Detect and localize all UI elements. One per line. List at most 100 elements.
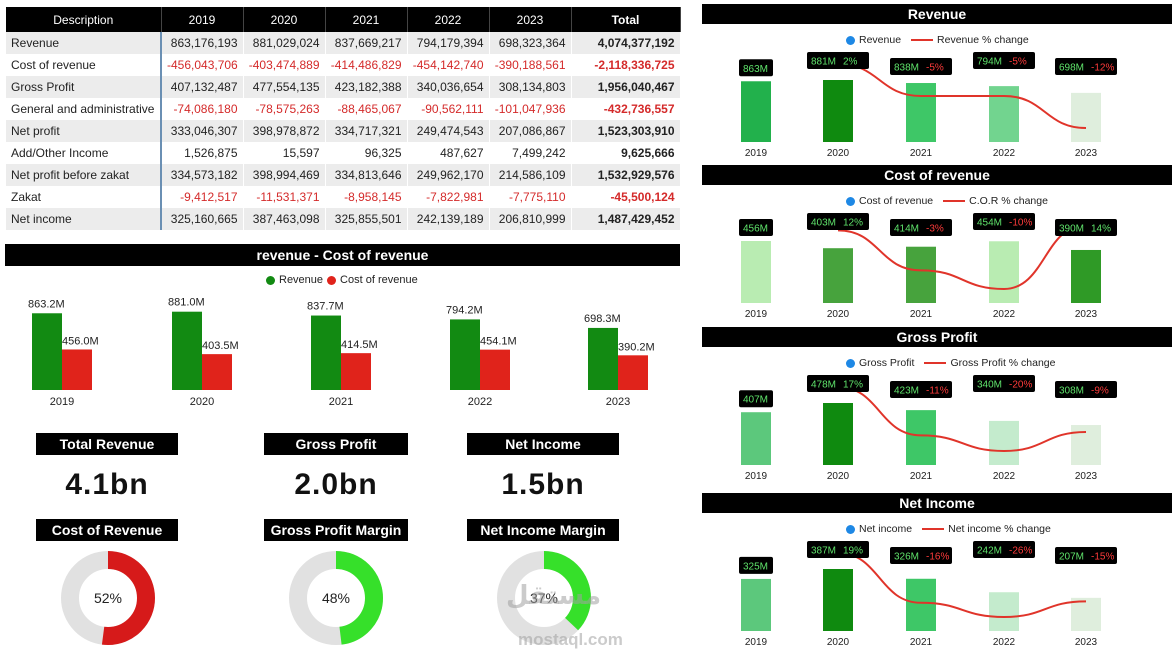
table-cell: 7,499,242 [489, 142, 572, 164]
table-cell: 249,962,170 [407, 164, 490, 186]
row-total: -2,118,336,725 [571, 54, 681, 76]
panel-bar [823, 80, 853, 142]
pct-change-text: 2% [843, 57, 858, 68]
panel-bar [989, 86, 1019, 142]
value-label-box [1055, 547, 1117, 564]
panel-value-label: 326M -16% [890, 547, 952, 564]
revenue-bar-label: 698.3M [584, 313, 621, 325]
legend-bar-label: Revenue [859, 34, 902, 46]
cost-bar [480, 349, 510, 390]
row-total: 1,487,429,452 [571, 208, 681, 230]
table-header-cell: 2023 [489, 7, 572, 32]
bar-value-text: 698M [1059, 63, 1084, 74]
pct-change-text: -10% [1009, 218, 1032, 229]
row-total: 1,532,929,576 [571, 164, 681, 186]
bar-value-text: 325M [743, 561, 768, 572]
panel-value-label: 698M -12% [1055, 58, 1117, 75]
panel-legend: Gross Profit Gross Profit % change [846, 357, 1055, 369]
revenue-bar-label: 881.0M [168, 297, 205, 309]
legend-bar-swatch [846, 358, 855, 368]
panel-value-label: 407M [739, 390, 773, 408]
table-cell: -101,047,936 [489, 98, 572, 120]
x-tick-label: 2022 [993, 148, 1016, 159]
table-row: Gross Profit 407,132,487 477,554,135 423,18… [6, 76, 681, 98]
bar-value-text: 456M [743, 224, 768, 235]
value-label-box [739, 219, 773, 236]
panel-title: Revenue [702, 4, 1172, 24]
table-cell: 398,978,872 [243, 120, 326, 142]
panel-bar [741, 578, 771, 631]
table-cell: 206,810,999 [489, 208, 572, 230]
pct-change-line [837, 63, 1087, 129]
pct-change-line [837, 386, 1087, 453]
legend-bar-label: Cost of revenue [859, 195, 934, 207]
x-tick-label: 2023 [606, 396, 630, 408]
panel-bar [741, 81, 771, 142]
panel-bar [1071, 597, 1101, 631]
table-cell: -456,043,706 [161, 54, 244, 76]
pct-change-text: -12% [1091, 63, 1114, 74]
bar-value-text: 308M [1059, 386, 1084, 397]
bar-value-text: 403M [811, 218, 836, 229]
table-cell: 334,717,321 [325, 120, 408, 142]
table-cell: -90,562,111 [407, 98, 490, 120]
row-total: 1,956,040,467 [571, 76, 681, 98]
bar-value-text: 242M [977, 546, 1002, 557]
revenue-bar [32, 313, 62, 390]
table-cell: 96,325 [325, 142, 408, 164]
bar-value-text: 423M [894, 386, 919, 397]
row-label: General and administrative [6, 98, 162, 120]
value-label-box [890, 547, 952, 564]
legend-line-label: C.O.R % change [969, 195, 1048, 207]
legend-bar-swatch [846, 196, 855, 206]
legend-bar-swatch [846, 35, 855, 45]
revenue-bar-label: 837.7M [307, 301, 344, 313]
watermark-latin: mostaql.com [518, 630, 623, 649]
panel-bar [741, 241, 771, 303]
panel-title: Net Income [702, 493, 1172, 513]
bar-value-text: 340M [977, 380, 1002, 391]
panel-value-label: 414M -3% [890, 219, 952, 236]
x-tick-label: 2022 [993, 309, 1016, 320]
panel-bar [989, 241, 1019, 303]
table-header-cell: 2020 [243, 7, 326, 32]
table-cell: 15,597 [243, 142, 326, 164]
kpi-total-revenue-title: Total Revenue [36, 433, 178, 455]
table-cell: -9,412,517 [161, 186, 244, 208]
value-label-box [739, 556, 773, 574]
panel-bar-line-chart: 2019 2020 2021 2022 2023 407M 478M 17% 423M -11% 3… [739, 375, 1117, 482]
kpi-total-revenue-value: 4.1bn [65, 468, 149, 501]
x-tick-label: 2020 [827, 148, 850, 159]
legend-line-label: Gross Profit % change [950, 357, 1056, 369]
row-label: Cost of revenue [6, 54, 162, 76]
panel-bar [741, 412, 771, 465]
cost-bar-label: 403.5M [202, 340, 239, 352]
table-cell: -11,531,371 [243, 186, 326, 208]
panel-value-label: 390M 14% [1055, 219, 1117, 236]
table-cell: -7,822,981 [407, 186, 490, 208]
x-tick-label: 2020 [827, 637, 850, 648]
table-cell: -414,486,829 [325, 54, 408, 76]
panel-bar [823, 403, 853, 465]
pct-change-text: 17% [843, 380, 863, 391]
table-row: Cost of revenue -456,043,706 -403,474,889-… [6, 54, 681, 76]
kpi-gross-profit-value: 2.0bn [294, 468, 378, 501]
x-tick-label: 2020 [827, 471, 850, 482]
legend-line-swatch [924, 362, 947, 364]
table-header-cell: Description [6, 7, 162, 32]
panel-value-label: 838M -5% [890, 58, 952, 75]
table-cell: 837,669,217 [325, 32, 408, 54]
row-total: 1,523,303,910 [571, 120, 681, 142]
row-total: -45,500,124 [571, 186, 681, 208]
legend-line-swatch [943, 200, 966, 202]
table-cell: 242,139,189 [407, 208, 490, 230]
revenue-bar [311, 315, 341, 390]
x-tick-label: 2020 [827, 309, 850, 320]
x-tick-label: 2019 [745, 148, 768, 159]
bar-value-text: 838M [894, 63, 919, 74]
panel-legend: Net income Net income % change [846, 523, 1051, 535]
table-cell: 207,086,867 [489, 120, 572, 142]
donut-percent-label: 48% [322, 590, 350, 606]
x-tick-label: 2023 [1075, 309, 1098, 320]
